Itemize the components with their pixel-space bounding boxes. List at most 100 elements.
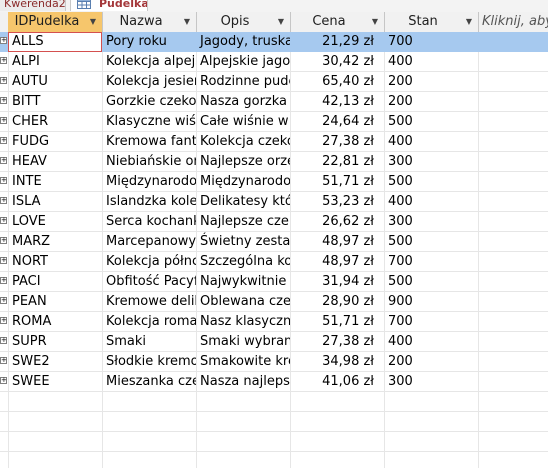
cell-stan[interactable]: 500 xyxy=(388,234,413,249)
cell-cena[interactable]: 21,29 zł xyxy=(322,34,374,49)
column-header-cena[interactable]: Cena ▼ xyxy=(290,12,385,32)
cell-opis[interactable]: Nasz klasyczny xyxy=(200,314,290,329)
cell-opis[interactable]: Alpejskie jagod xyxy=(200,54,290,69)
expand-plus-icon[interactable]: + xyxy=(0,236,7,244)
expand-plus-icon[interactable]: + xyxy=(0,116,7,124)
table-row[interactable]: + SUPR Smaki Smaki wybrany 27,38 zł 400 xyxy=(0,332,548,352)
cell-opis[interactable]: Szczególna kol xyxy=(200,254,290,269)
cell-cena[interactable]: 65,40 zł xyxy=(322,74,374,89)
cell-stan[interactable]: 700 xyxy=(388,254,413,269)
dropdown-arrow-icon[interactable]: ▼ xyxy=(277,17,285,26)
cell-stan[interactable]: 300 xyxy=(388,214,413,229)
expand-plus-icon[interactable]: + xyxy=(0,176,7,184)
expand-plus-icon[interactable]: + xyxy=(0,276,7,284)
cell-stan[interactable]: 500 xyxy=(388,174,413,189)
cell-id[interactable]: BITT xyxy=(12,94,41,109)
expand-plus-icon[interactable]: + xyxy=(0,256,7,264)
cell-nazwa[interactable]: Międzynarodo xyxy=(106,174,196,189)
cell-cena[interactable]: 41,06 zł xyxy=(322,374,374,389)
cell-stan[interactable]: 500 xyxy=(388,274,413,289)
cell-cena[interactable]: 27,38 zł xyxy=(322,334,374,349)
expand-plus-icon[interactable]: + xyxy=(0,96,7,104)
cell-id[interactable]: SUPR xyxy=(12,334,47,349)
cell-nazwa[interactable]: Gorzkie czekol xyxy=(106,94,196,109)
column-header-stan[interactable]: Stan ▼ xyxy=(384,12,479,32)
table-row[interactable]: + ISLA Islandzka kolel Delikatesy któ 53,23 … xyxy=(0,192,548,212)
dropdown-arrow-icon[interactable]: ▼ xyxy=(371,17,379,26)
cell-cena[interactable]: 27,38 zł xyxy=(322,134,374,149)
cell-nazwa[interactable]: Kolekcja półnc xyxy=(106,254,196,269)
cell-opis[interactable]: Kolekcja czeko xyxy=(200,134,290,149)
cell-id[interactable]: FUDG xyxy=(12,134,50,149)
table-row[interactable]: + MARZ Marcepanowy Świetny zestav 48,97 zł 50… xyxy=(0,232,548,252)
cell-opis[interactable]: Najwykwitnie xyxy=(200,274,287,289)
cell-nazwa[interactable]: Słodkie kremo xyxy=(106,354,196,369)
table-row[interactable]: + SWE2 Słodkie kremo Smakowite kre 34,98 zł 2… xyxy=(0,352,548,372)
cell-cena[interactable]: 51,71 zł xyxy=(322,174,374,189)
cell-opis[interactable]: Nasza gorzka c xyxy=(200,94,290,109)
cell-id[interactable]: PEAN xyxy=(12,294,47,309)
table-row[interactable]: + PACI Obfitość Pacyf Najwykwitnie 31,94 zł 5… xyxy=(0,272,548,292)
cell-cena[interactable]: 31,94 zł xyxy=(322,274,374,289)
cell-nazwa[interactable]: Kolekcja romai xyxy=(106,314,196,329)
datasheet-grid[interactable]: IDPudelka ▼ Nazwa ▼ Opis ▼ Cena ▼ Stan ▼… xyxy=(0,12,548,468)
cell-nazwa[interactable]: Kolekcja alpejs xyxy=(106,54,196,69)
expand-plus-icon[interactable]: + xyxy=(0,76,7,84)
cell-stan[interactable]: 700 xyxy=(388,34,413,49)
cell-opis[interactable]: Oblewana czel xyxy=(200,294,290,309)
cell-opis[interactable]: Świetny zestav xyxy=(200,234,290,249)
table-row[interactable]: + SWEE Mieszanka cze Nasza najlepsz 41,06 zł… xyxy=(0,372,548,392)
table-row[interactable]: + LOVE Serca kochank Najlepsze czek 26,62 zł… xyxy=(0,212,548,232)
cell-cena[interactable]: 28,90 zł xyxy=(322,294,374,309)
column-header-nazwa[interactable]: Nazwa ▼ xyxy=(102,12,197,32)
cell-nazwa[interactable]: Niebiańskie or xyxy=(106,154,196,169)
cell-id[interactable]: HEAV xyxy=(12,154,47,169)
tab-pudelka[interactable]: Pudelka xyxy=(70,0,148,11)
table-row[interactable]: + NORT Kolekcja półnc Szczególna kol 48,97 z… xyxy=(0,252,548,272)
cell-nazwa[interactable]: Kolekcja jesien xyxy=(106,74,196,89)
cell-opis[interactable]: Najlepsze orze xyxy=(200,154,290,169)
cell-nazwa[interactable]: Kremowa fanta xyxy=(106,134,196,149)
cell-nazwa[interactable]: Mieszanka cze xyxy=(106,374,196,389)
cell-stan[interactable]: 200 xyxy=(388,354,413,369)
cell-nazwa[interactable]: Obfitość Pacyf xyxy=(106,274,196,289)
cell-nazwa[interactable]: Kremowe delil xyxy=(106,294,196,309)
expand-plus-icon[interactable]: + xyxy=(0,216,7,224)
table-row[interactable]: + INTE Międzynarodo Międzynarodo 51,71 zł 500 xyxy=(0,172,548,192)
cell-stan[interactable]: 400 xyxy=(388,54,413,69)
expand-plus-icon[interactable]: + xyxy=(0,316,7,324)
expand-plus-icon[interactable]: + xyxy=(0,196,7,204)
cell-stan[interactable]: 400 xyxy=(388,194,413,209)
cell-id[interactable]: PACI xyxy=(12,274,41,289)
cell-id[interactable]: INTE xyxy=(12,174,42,189)
cell-cena[interactable]: 53,23 zł xyxy=(322,194,374,209)
cell-id[interactable]: LOVE xyxy=(12,214,46,229)
cell-cena[interactable]: 22,81 zł xyxy=(322,154,374,169)
cell-id[interactable]: ROMA xyxy=(12,314,52,329)
cell-opis[interactable]: Nasza najlepsz xyxy=(200,374,290,389)
table-row[interactable]: + ROMA Kolekcja romai Nasz klasyczny 51,71 z… xyxy=(0,312,548,332)
cell-id[interactable]: ISLA xyxy=(12,194,41,209)
expand-plus-icon[interactable]: + xyxy=(0,356,7,364)
tab-kwerenda2[interactable]: Kwerenda2 xyxy=(0,0,66,11)
column-header-idpudelka[interactable]: IDPudelka ▼ xyxy=(8,12,103,32)
cell-opis[interactable]: Smaki wybrany xyxy=(200,334,290,349)
cell-cena[interactable]: 42,13 zł xyxy=(322,94,374,109)
cell-stan[interactable]: 300 xyxy=(388,154,413,169)
dropdown-arrow-icon[interactable]: ▼ xyxy=(183,17,191,26)
cell-cena[interactable]: 26,62 zł xyxy=(322,214,374,229)
cell-stan[interactable]: 300 xyxy=(388,374,413,389)
cell-id[interactable]: MARZ xyxy=(12,234,51,249)
cell-opis[interactable]: Smakowite kre xyxy=(200,354,290,369)
column-header-opis[interactable]: Opis ▼ xyxy=(196,12,291,32)
cell-nazwa[interactable]: Smaki xyxy=(106,334,147,349)
expand-plus-icon[interactable]: + xyxy=(0,56,7,64)
table-row[interactable]: + PEAN Kremowe delil Oblewana czel 28,90 zł 9… xyxy=(0,292,548,312)
cell-stan[interactable]: 700 xyxy=(388,314,413,329)
dropdown-arrow-icon[interactable]: ▼ xyxy=(89,17,97,26)
cell-id[interactable]: CHER xyxy=(12,114,49,129)
cell-cena[interactable]: 48,97 zł xyxy=(322,254,374,269)
expand-plus-icon[interactable]: + xyxy=(0,36,7,44)
cell-nazwa[interactable]: Islandzka kolel xyxy=(106,194,196,209)
expand-plus-icon[interactable]: + xyxy=(0,296,7,304)
